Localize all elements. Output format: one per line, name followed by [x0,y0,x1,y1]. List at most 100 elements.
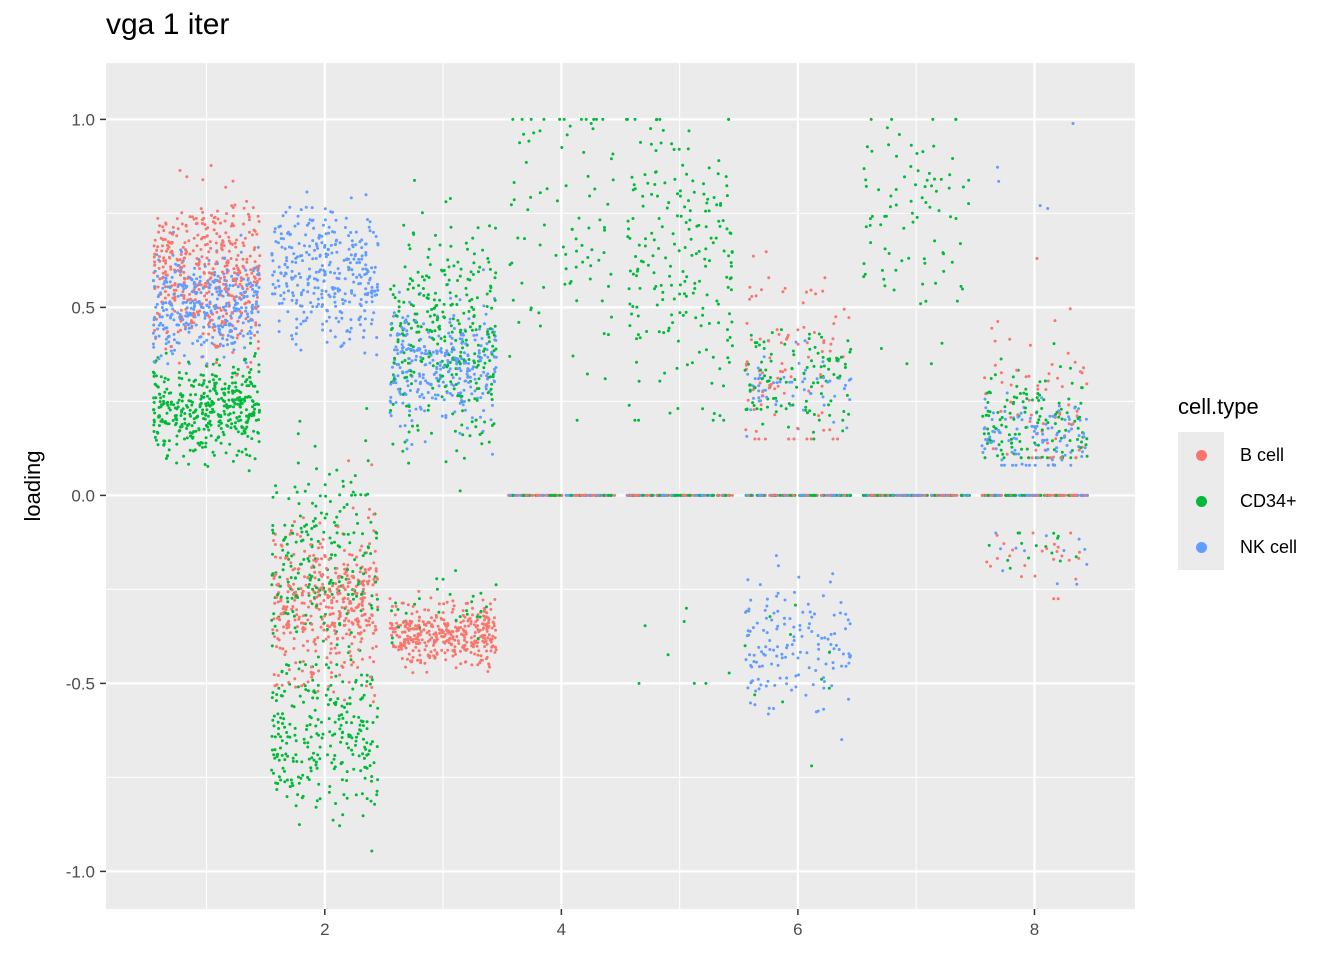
data-point [750,665,754,669]
data-point [1050,551,1054,555]
data-point [494,645,497,649]
data-point [351,273,355,276]
data-point [376,778,380,782]
data-point [227,249,231,253]
data-point [347,628,351,632]
data-point [819,365,823,369]
data-point [428,361,432,365]
data-point [668,274,672,278]
data-point [232,405,235,409]
data-point [316,297,320,301]
data-point [258,277,262,281]
data-point [773,387,777,391]
data-point [791,403,795,407]
data-point [201,411,204,415]
data-point [161,265,165,269]
data-point [235,453,239,457]
data-point [192,236,196,240]
data-point [225,338,229,342]
data-point [352,597,355,601]
data-point [220,243,224,247]
data-point [772,397,775,400]
data-point [868,223,872,227]
data-point [306,775,310,779]
data-point [1074,555,1078,559]
data-point [404,646,408,650]
data-point [729,261,733,265]
data-point [252,294,256,298]
data-point [281,568,285,572]
data-point [169,349,173,353]
data-point [303,549,307,553]
data-point [433,619,436,623]
data-point [465,293,469,297]
data-point [352,531,356,535]
data-point [295,490,299,494]
data-point [155,430,159,434]
data-point [433,313,436,317]
data-point [339,723,343,727]
data-point [307,221,311,225]
data-point [446,359,450,362]
data-point [164,261,168,265]
data-point [459,354,462,358]
data-point [1053,463,1057,467]
data-point [307,593,311,597]
data-point [1054,437,1058,441]
data-point [950,260,954,264]
data-point [435,652,439,656]
data-point [677,249,681,253]
data-point [152,408,156,412]
data-point [255,293,259,297]
data-point [726,328,729,332]
data-point [332,520,336,524]
data-point [866,493,870,497]
data-point [900,259,904,263]
data-point [335,468,339,472]
data-point [279,746,282,750]
data-point [1031,531,1035,535]
data-point [407,623,411,627]
data-point [393,356,396,360]
data-point [392,314,395,318]
data-point [743,368,747,372]
data-point [831,661,835,665]
data-point [482,623,486,626]
data-point [291,759,295,763]
data-point [278,575,282,579]
data-point [783,286,787,290]
data-point [330,251,334,255]
data-point [218,289,222,293]
data-point [462,333,465,337]
data-point [779,377,783,381]
data-point [345,702,349,706]
data-point [628,302,632,306]
data-point [790,380,794,384]
data-point [160,306,164,309]
data-point [205,408,209,412]
data-point [426,608,430,612]
data-point [204,441,208,445]
data-point [482,606,486,610]
data-point [390,633,394,637]
chart-title: vga 1 iter [106,8,230,41]
data-point [276,674,280,677]
data-point [350,291,354,295]
data-point [214,438,218,442]
data-point [203,463,207,466]
data-point [176,401,180,405]
data-point [250,382,253,386]
data-point [369,675,372,679]
data-point [180,410,183,414]
data-point [300,593,304,597]
data-point [665,206,669,210]
data-point [341,484,345,488]
data-point [167,293,171,297]
data-point [244,447,248,451]
data-point [335,663,339,667]
data-point [224,185,228,189]
data-point [862,275,866,279]
data-point [834,315,838,319]
data-point [1024,406,1027,410]
data-point [343,567,347,571]
